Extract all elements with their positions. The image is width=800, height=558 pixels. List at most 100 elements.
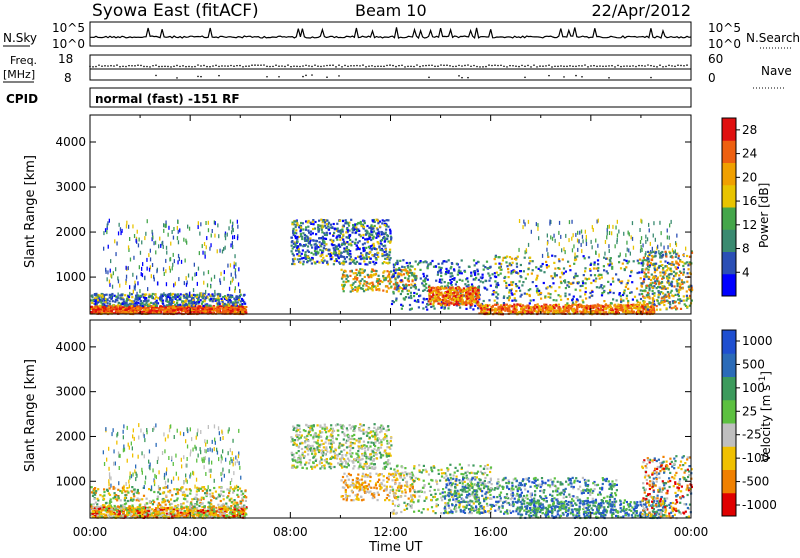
data-cell (105, 268, 106, 272)
data-cell (582, 309, 584, 311)
data-cell (414, 284, 416, 286)
data-cell (371, 254, 373, 256)
data-cell (386, 238, 388, 240)
data-cell (604, 308, 606, 310)
data-cell (107, 270, 108, 274)
data-cell (152, 263, 153, 267)
data-cell (410, 295, 412, 297)
data-cell (563, 310, 565, 312)
data-cell (644, 304, 646, 306)
data-cell (214, 234, 215, 238)
nave-point (140, 65, 142, 67)
data-cell (349, 234, 351, 236)
nave-point (626, 65, 628, 67)
nave-point (635, 66, 637, 68)
nave-point (323, 65, 325, 67)
data-cell (429, 300, 431, 302)
data-cell (666, 300, 668, 302)
data-cell (595, 239, 596, 243)
data-cell (610, 283, 612, 285)
data-cell (605, 304, 607, 306)
data-cell (309, 237, 311, 239)
data-cell (486, 309, 488, 311)
data-cell (381, 231, 383, 233)
data-cell (540, 265, 542, 267)
data-cell (623, 304, 625, 306)
data-cell (639, 302, 641, 304)
data-cell (369, 262, 371, 264)
nave-point (572, 65, 574, 67)
data-cell (217, 299, 219, 301)
data-cell (546, 264, 548, 266)
data-cell (591, 307, 593, 309)
data-cell (440, 275, 442, 277)
nave-point (251, 64, 253, 66)
nave-point (566, 66, 568, 68)
data-cell (356, 244, 358, 246)
data-cell (485, 305, 487, 307)
data-cell (498, 263, 500, 265)
data-cell (238, 296, 240, 298)
data-cell (235, 304, 237, 306)
data-cell (508, 291, 510, 293)
data-cell (604, 252, 605, 256)
data-cell (145, 300, 147, 302)
nave-point (680, 65, 682, 67)
data-cell (342, 220, 344, 222)
data-cell (234, 308, 237, 310)
data-cell (296, 253, 298, 255)
data-cell (321, 226, 323, 228)
data-cell (520, 264, 522, 266)
data-cell (145, 232, 146, 236)
data-cell (120, 227, 121, 231)
data-cell (617, 304, 619, 306)
data-cell (366, 252, 368, 254)
data-cell (603, 269, 605, 271)
data-cell (494, 272, 496, 274)
data-cell (632, 221, 633, 225)
data-cell (624, 306, 626, 308)
data-cell (120, 305, 123, 307)
data-cell (490, 277, 492, 279)
data-cell (424, 285, 426, 287)
data-cell (212, 300, 214, 302)
data-cell (459, 298, 461, 300)
data-cell (355, 269, 357, 271)
data-cell (642, 260, 644, 262)
data-cell (296, 220, 298, 222)
nave-point (389, 64, 391, 66)
data-cell (336, 248, 338, 250)
data-cell (667, 235, 668, 239)
data-cell (202, 301, 204, 303)
data-cell (208, 293, 210, 295)
data-cell (294, 232, 296, 234)
data-cell (94, 306, 97, 308)
data-cell (553, 262, 555, 264)
nave-point (473, 65, 475, 67)
data-cell (409, 304, 411, 306)
data-cell (585, 297, 587, 299)
data-cell (609, 260, 611, 262)
data-cell (172, 230, 173, 234)
data-cell (444, 281, 446, 283)
data-cell (241, 303, 243, 305)
data-cell (554, 268, 556, 270)
data-cell (466, 298, 468, 300)
data-cell (362, 285, 364, 287)
data-cell (678, 291, 680, 293)
data-cell (239, 289, 240, 293)
data-cell (411, 266, 413, 268)
data-cell (608, 264, 610, 266)
data-cell (318, 231, 320, 233)
data-cell (202, 296, 204, 298)
data-cell (538, 236, 539, 240)
data-cell (376, 280, 378, 282)
nave-point (656, 66, 658, 68)
data-cell (358, 230, 360, 232)
data-cell (152, 293, 154, 295)
data-cell (438, 294, 440, 296)
data-cell (612, 298, 614, 300)
data-cell (618, 261, 620, 263)
data-cell (642, 243, 643, 247)
data-cell (553, 234, 554, 238)
